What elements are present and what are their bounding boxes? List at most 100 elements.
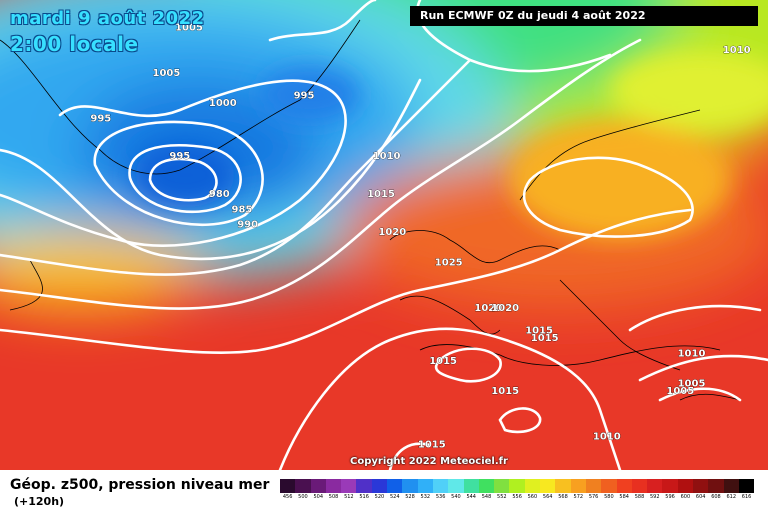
- color-scale-label: 608: [711, 494, 721, 500]
- color-scale-step: 592: [647, 479, 663, 500]
- color-scale-label: 580: [604, 494, 614, 500]
- color-scale-step: 532: [417, 479, 433, 500]
- color-scale-label: 540: [451, 494, 461, 500]
- color-scale-label: 596: [665, 494, 675, 500]
- color-scale-step: 456: [280, 479, 296, 500]
- color-scale-step: 504: [310, 479, 326, 500]
- color-scale-label: 456: [282, 494, 293, 500]
- color-scale-step: 556: [509, 479, 525, 500]
- color-swatch: [540, 479, 556, 493]
- color-scale-step: 512: [341, 479, 357, 500]
- color-swatch: [387, 479, 403, 493]
- color-scale-step: 536: [432, 479, 449, 500]
- forecast-date: mardi 9 août 2022: [10, 8, 205, 29]
- color-scale-label: 548: [481, 494, 492, 500]
- color-scale-label: 588: [634, 494, 645, 500]
- color-scale-label: 536: [435, 494, 446, 500]
- color-swatch: [738, 479, 755, 493]
- color-scale-label: 512: [344, 494, 354, 500]
- color-scale-step: 564: [540, 479, 556, 500]
- isobar-label: 1010: [678, 348, 706, 359]
- isobar-label: 1010: [373, 151, 401, 162]
- isobar-label: 1020: [491, 303, 519, 314]
- color-scale-step: 596: [662, 479, 678, 500]
- color-swatch: [555, 479, 571, 493]
- color-scale-label: 500: [298, 494, 308, 500]
- color-scale-step: 516: [356, 479, 372, 500]
- color-scale-step: 612: [723, 479, 739, 500]
- color-swatch: [585, 479, 602, 493]
- color-scale-label: 616: [741, 494, 752, 500]
- color-scale-label: 572: [573, 494, 584, 500]
- color-scale-step: 576: [585, 479, 602, 500]
- color-swatch: [417, 479, 433, 493]
- color-scale-step: 508: [325, 479, 342, 500]
- color-scale-label: 600: [680, 494, 691, 500]
- isobar-label: 1005: [175, 22, 203, 33]
- color-swatch: [616, 479, 632, 493]
- isobar-label: 995: [90, 113, 111, 124]
- color-swatch: [723, 479, 739, 493]
- color-scale-label: 524: [389, 494, 400, 500]
- color-swatch: [647, 479, 663, 493]
- isobar-label: 1005: [153, 68, 181, 79]
- color-scale-label: 560: [527, 494, 538, 500]
- model-run-banner: Run ECMWF 0Z du jeudi 4 août 2022: [410, 6, 758, 26]
- color-scale-label: 592: [650, 494, 660, 500]
- color-scale-step: 580: [601, 479, 617, 500]
- color-swatch: [631, 479, 648, 493]
- geopotential-map: 1005100599510009959959809859901010101510…: [0, 0, 768, 470]
- isobar-label: 985: [232, 204, 253, 215]
- color-scale-label: 568: [558, 494, 568, 500]
- color-scale-step: 584: [616, 479, 632, 500]
- color-scale-label: 516: [359, 494, 369, 500]
- color-scale-label: 584: [619, 494, 629, 500]
- isobar-label: 1005: [666, 386, 694, 397]
- isobar-label: 1015: [525, 326, 553, 337]
- color-scale-label: 556: [512, 494, 522, 500]
- color-swatch: [325, 479, 342, 493]
- isobar-label: 1020: [474, 303, 502, 314]
- color-scale-step: 544: [463, 479, 479, 500]
- color-swatch: [448, 479, 464, 493]
- color-swatch: [570, 479, 586, 493]
- isobar-label: 1015: [429, 356, 457, 367]
- color-swatch: [524, 479, 541, 493]
- color-scale-label: 576: [588, 494, 599, 500]
- color-scale-step: 540: [448, 479, 464, 500]
- color-swatch: [432, 479, 449, 493]
- color-scale-label: 564: [542, 494, 553, 500]
- color-swatch: [280, 479, 296, 493]
- isobar-label: 1010: [723, 45, 751, 56]
- color-scale-step: 528: [402, 479, 418, 500]
- isobar-labels: 1005100599510009959959809859901010101510…: [90, 22, 751, 451]
- color-swatch: [341, 479, 357, 493]
- color-scale-step: 572: [570, 479, 586, 500]
- geopotential-color-field: [0, 0, 768, 470]
- color-swatch: [310, 479, 326, 493]
- isobar-label: 1020: [378, 227, 406, 238]
- color-swatch: [693, 479, 709, 493]
- color-swatch: [601, 479, 617, 493]
- isobar-label: 1000: [209, 98, 237, 109]
- color-scale-step: 548: [478, 479, 495, 500]
- color-scale-step: 520: [371, 479, 388, 500]
- color-scale-step: 588: [631, 479, 648, 500]
- color-scale-label: 544: [466, 494, 476, 500]
- color-scale-label: 504: [313, 494, 324, 500]
- color-scale-step: 560: [524, 479, 541, 500]
- isobar-label: 1005: [678, 379, 706, 390]
- color-scale-label: 528: [405, 494, 415, 500]
- coastlines: [0, 19, 741, 401]
- color-scale-step: 616: [738, 479, 755, 500]
- isobar-label: 1015: [367, 189, 395, 200]
- color-scale-step: 604: [693, 479, 709, 500]
- isobar-label: 1015: [418, 439, 446, 450]
- color-scale-step: 600: [677, 479, 694, 500]
- color-scale-step: 552: [494, 479, 510, 500]
- color-swatch: [662, 479, 678, 493]
- color-scale-label: 532: [420, 494, 431, 500]
- lead-time: (+120h): [14, 495, 65, 508]
- copyright-notice: Copyright 2022 Meteociel.fr: [350, 456, 508, 467]
- color-scale-label: 604: [695, 494, 706, 500]
